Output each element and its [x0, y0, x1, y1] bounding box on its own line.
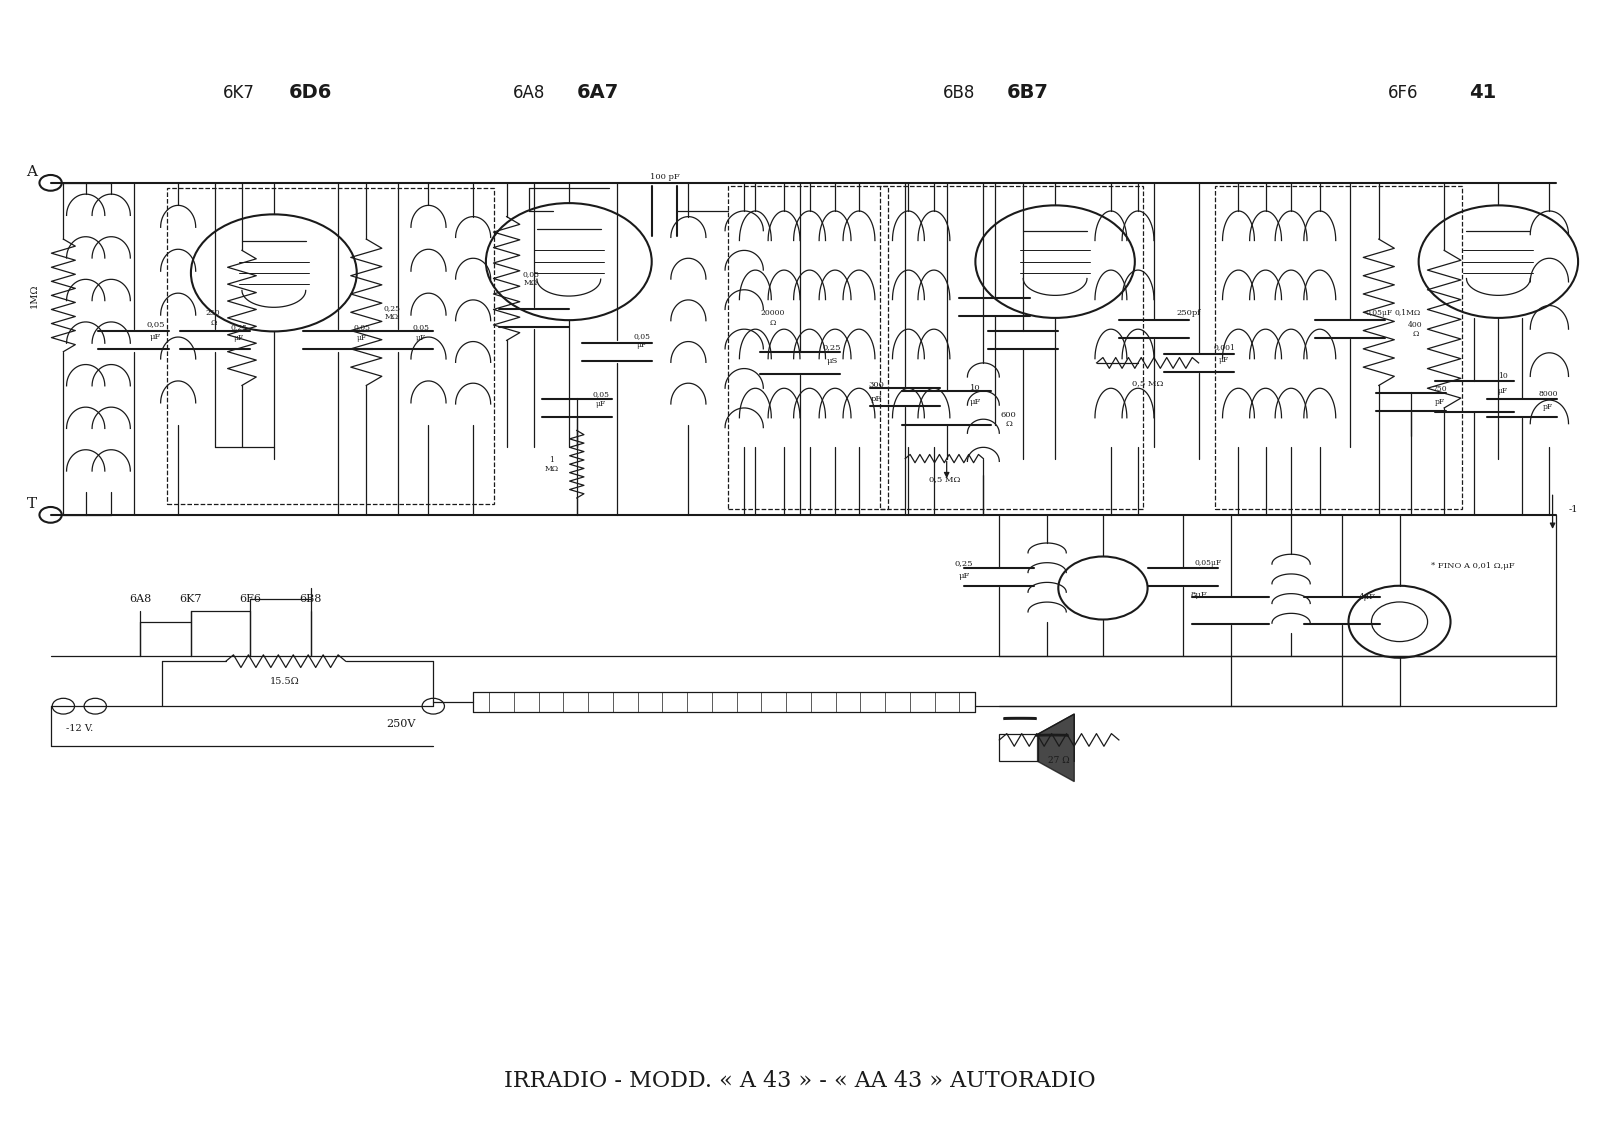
- Bar: [880, 187, 1142, 509]
- Text: 6K7: 6K7: [179, 594, 202, 604]
- Text: 6F6: 6F6: [1387, 84, 1418, 102]
- Bar: [166, 189, 494, 503]
- Text: 27 Ω: 27 Ω: [1048, 756, 1070, 765]
- Bar: [1214, 187, 1462, 509]
- Text: 0,05: 0,05: [354, 323, 370, 331]
- Text: pF: pF: [1434, 398, 1445, 406]
- Text: 10: 10: [970, 383, 981, 391]
- Text: 0,25
MΩ: 0,25 MΩ: [384, 304, 400, 321]
- Text: 0,05
μF: 0,05 μF: [592, 390, 610, 407]
- Text: 0,25: 0,25: [955, 559, 973, 568]
- Text: 6F6: 6F6: [238, 594, 261, 604]
- Bar: [1000, 734, 1037, 761]
- Text: 100 pF: 100 pF: [650, 173, 680, 181]
- Text: 0,05μF: 0,05μF: [1365, 310, 1392, 318]
- Text: 6B8: 6B8: [299, 594, 322, 604]
- Text: 250V: 250V: [387, 719, 416, 729]
- Text: 15.5Ω: 15.5Ω: [270, 677, 299, 685]
- Text: 6B8: 6B8: [944, 84, 976, 102]
- Text: μF: μF: [234, 334, 243, 343]
- Text: 6A8: 6A8: [512, 84, 546, 102]
- Text: 0,5 MΩ: 0,5 MΩ: [928, 475, 960, 483]
- Text: 1MΩ: 1MΩ: [30, 283, 38, 308]
- Text: 0,001: 0,001: [1213, 343, 1235, 351]
- Text: μS: μS: [826, 356, 837, 364]
- Text: pF: pF: [870, 395, 882, 403]
- Text: 6K7: 6K7: [222, 84, 254, 102]
- Text: 0,05
μF: 0,05 μF: [634, 331, 651, 349]
- Text: * FINO A 0,01 Ω,μF: * FINO A 0,01 Ω,μF: [1432, 561, 1515, 570]
- Text: 4μF: 4μF: [1358, 593, 1376, 601]
- Text: 750: 750: [1432, 385, 1446, 392]
- Bar: [728, 187, 888, 509]
- Text: 0,05: 0,05: [413, 323, 429, 331]
- Text: 250
Ω: 250 Ω: [206, 309, 221, 327]
- Text: 1
MΩ: 1 MΩ: [544, 456, 558, 473]
- Text: 0,5 MΩ: 0,5 MΩ: [1131, 379, 1163, 387]
- Text: μF: μF: [958, 571, 970, 579]
- Text: 300: 300: [869, 381, 885, 389]
- Text: T: T: [27, 497, 37, 510]
- Text: μF: μF: [416, 334, 426, 343]
- Text: pF: pF: [1542, 403, 1554, 411]
- Text: 20000
Ω: 20000 Ω: [760, 309, 786, 327]
- Text: 0,05: 0,05: [147, 321, 165, 329]
- Text: 600
Ω: 600 Ω: [1002, 411, 1016, 428]
- Text: μF: μF: [1498, 387, 1509, 395]
- Text: 6D6: 6D6: [290, 84, 333, 102]
- Text: A: A: [26, 165, 37, 179]
- Text: 6A7: 6A7: [576, 84, 619, 102]
- Text: 6B7: 6B7: [1006, 84, 1050, 102]
- Text: 41: 41: [1469, 84, 1496, 102]
- Circle shape: [85, 698, 107, 714]
- Circle shape: [40, 175, 62, 191]
- Text: 6A8: 6A8: [128, 594, 150, 604]
- Text: 10: 10: [1498, 372, 1509, 380]
- Text: μF: μF: [357, 334, 366, 343]
- Text: μF: μF: [970, 398, 981, 406]
- Text: -12 V.: -12 V.: [66, 724, 93, 733]
- Text: 0,25: 0,25: [822, 343, 842, 351]
- Circle shape: [53, 698, 75, 714]
- Text: μF: μF: [1219, 355, 1229, 363]
- Text: -1: -1: [1568, 504, 1578, 513]
- Text: μF: μF: [150, 333, 162, 342]
- Text: 0,1MΩ: 0,1MΩ: [1394, 309, 1421, 317]
- Circle shape: [40, 507, 62, 523]
- Text: 250pf: 250pf: [1178, 310, 1202, 318]
- Text: 0,05μF: 0,05μF: [1195, 559, 1222, 568]
- Text: 8000: 8000: [1538, 390, 1557, 398]
- Text: 0,05
MΩ: 0,05 MΩ: [522, 270, 539, 287]
- Polygon shape: [1037, 714, 1074, 782]
- Text: 400
Ω: 400 Ω: [1408, 320, 1422, 338]
- Text: 8μF: 8μF: [1190, 590, 1206, 598]
- Text: IRRADIO - MODD. « A 43 » - « AA 43 » AUTORADIO: IRRADIO - MODD. « A 43 » - « AA 43 » AUT…: [504, 1070, 1096, 1091]
- Text: 0,25: 0,25: [230, 323, 248, 331]
- Circle shape: [422, 698, 445, 714]
